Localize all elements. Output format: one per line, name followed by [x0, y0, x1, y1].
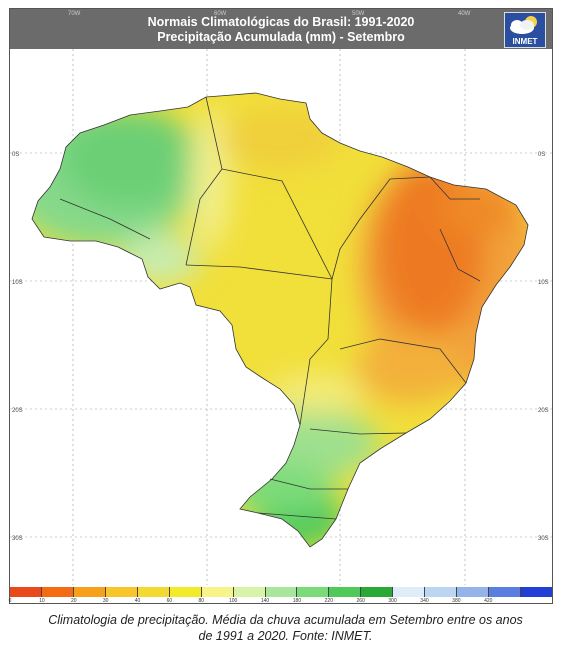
colorbar-segment: [489, 587, 521, 597]
latitude-label: 10S: [12, 280, 23, 286]
latitude-label: 10S: [538, 280, 549, 286]
inmet-logo: INMET: [504, 12, 546, 48]
map-header: 70W 60W 50W 40W Normais Climatológicas d…: [10, 9, 552, 49]
longitude-label: 50W: [352, 11, 365, 17]
colorbar-segment: [361, 587, 394, 597]
figure-caption: Climatologia de precipitação. Média da c…: [0, 612, 571, 644]
latitude-label: 30S: [538, 536, 549, 542]
colorbar-segment: [233, 587, 266, 597]
longitude-label: 70W: [68, 11, 81, 17]
colorbar-segment: [73, 587, 106, 597]
map-title: Normais Climatológicas do Brasil: 1991-2…: [147, 15, 415, 29]
colorbar-tick-label: 20: [70, 598, 77, 604]
colorbar-segment: [393, 587, 426, 597]
colorbar-tick-label: 40: [134, 598, 141, 604]
longitude-label: 60W: [214, 11, 227, 17]
colorbar-tick-label: 60: [166, 598, 173, 604]
colorbar-segment: [169, 587, 202, 597]
colorbar-tick-label: 80: [198, 598, 205, 604]
colorbar-tick-label: 0: [8, 598, 12, 604]
colorbar-segment: [10, 587, 42, 597]
colorbar-tick-label: 220: [324, 598, 333, 604]
colorbar-tick-label: 260: [356, 598, 365, 604]
colorbar-segment: [457, 587, 490, 597]
colorbar-segment: [105, 587, 138, 597]
latitude-label: 0S: [12, 152, 19, 158]
colorbar-tick-label: 30: [102, 598, 109, 604]
colorbar-tick-label: 10: [39, 598, 45, 604]
colorbar-tick-label: 420: [484, 598, 493, 604]
colorbar: [10, 587, 552, 597]
colorbar-segment: [425, 587, 458, 597]
colorbar-tick-label: 380: [452, 598, 461, 604]
precipitation-map: 0S 0S 10S 10S 20S 20S 30S 30S: [10, 49, 552, 585]
colorbar-segment: [297, 587, 330, 597]
colorbar-segment: [521, 587, 552, 597]
colorbar-ticks: 0 10 20 30 40 60 80 100 140 180 220 260 300 340 380 420: [8, 598, 552, 605]
colorbar-segment: [265, 587, 298, 597]
colorbar-segment: [41, 587, 74, 597]
caption-line2: de 1991 a 2020. Fonte: INMET.: [198, 629, 373, 643]
colorbar-segment: [137, 587, 170, 597]
colorbar-tick-label: 100: [229, 598, 238, 604]
caption-line1: Climatologia de precipitação. Média da c…: [48, 613, 523, 627]
colorbar-tick-label: 300: [388, 598, 397, 604]
colorbar-segment: [329, 587, 362, 597]
logo-text: INMET: [512, 37, 538, 46]
map-subtitle: Precipitação Acumulada (mm) - Setembro: [157, 30, 405, 44]
latitude-label: 20S: [538, 408, 549, 414]
colorbar-tick-label: 180: [292, 598, 302, 604]
map-frame: 70W 60W 50W 40W Normais Climatológicas d…: [9, 8, 553, 604]
colorbar-tick-label: 340: [420, 598, 429, 604]
cloud-sun-icon: [510, 16, 537, 34]
colorbar-tick-label: 140: [260, 598, 270, 604]
longitude-label: 40W: [458, 11, 471, 17]
latitude-label: 30S: [12, 536, 23, 542]
colorbar-segment: [201, 587, 234, 597]
latitude-label: 0S: [538, 152, 545, 158]
latitude-label: 20S: [12, 408, 23, 414]
